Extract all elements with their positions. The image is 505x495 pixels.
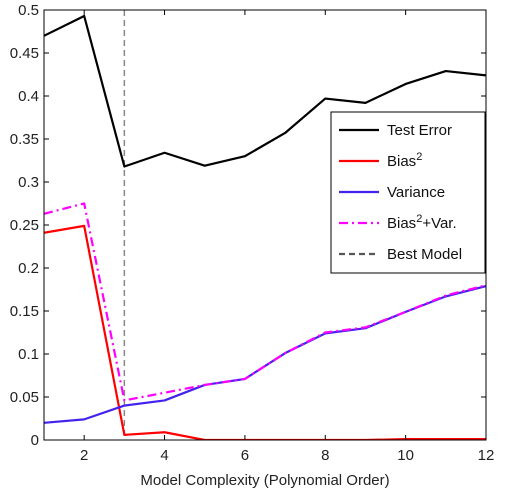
y-tick-label: 0.15	[10, 303, 39, 320]
y-tick-label: 0.4	[18, 88, 39, 105]
legend-label-bias-2-var: Bias2+Var.	[387, 213, 457, 232]
series-line-bias-2-var	[44, 202, 486, 402]
legend-label-test-error: Test Error	[387, 122, 452, 139]
x-tick-label: 10	[397, 447, 414, 464]
x-axis-label: Model Complexity (Polynomial Order)	[140, 472, 389, 489]
legend: Test Error Bias2 Variance Bias2+Var. Best Mo…	[330, 111, 486, 274]
y-tick-label: 0.3	[18, 174, 39, 191]
legend-label-variance: Variance	[387, 184, 445, 201]
y-tick-label: 0.5	[18, 2, 39, 19]
x-tick-label: 2	[80, 447, 88, 464]
legend-label-bias-2: Bias2	[387, 151, 422, 170]
x-tick-label: 6	[241, 447, 249, 464]
y-tick-label: 0	[31, 432, 39, 449]
series-line-test-error	[44, 14, 486, 168]
y-tick-label: 0.2	[18, 260, 39, 277]
series-layer	[44, 10, 486, 440]
y-tick-label: 0.45	[10, 45, 39, 62]
x-tick-label: 8	[321, 447, 329, 464]
tick-labels: 0 0.05 0.1 0.15 0.2 0.25 0.3 0.35 0.4 0.45 0.5 2 4 6 8…	[10, 2, 495, 464]
series-line-bias-2	[44, 224, 486, 440]
y-tick-label: 0.35	[10, 131, 39, 148]
legend-label-best-model: Best Model	[387, 246, 462, 263]
x-tick-label: 12	[478, 447, 495, 464]
y-tick-label: 0.05	[10, 389, 39, 406]
x-tick-label: 4	[160, 447, 168, 464]
y-tick-label: 0.1	[18, 346, 39, 363]
y-tick-label: 0.25	[10, 217, 39, 234]
axes	[43, 9, 487, 441]
